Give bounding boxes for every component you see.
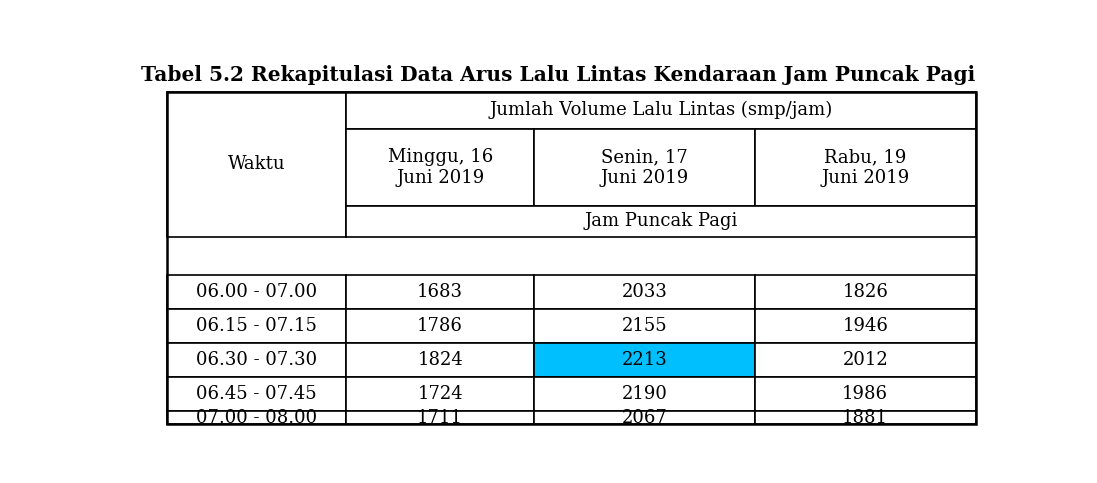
Text: 1724: 1724	[417, 384, 463, 403]
Bar	[347, 92, 975, 129]
Bar	[755, 129, 975, 206]
Text: 07.00 - 08.00: 07.00 - 08.00	[196, 409, 317, 426]
Bar	[347, 275, 534, 309]
Bar	[347, 129, 534, 206]
Text: 2012: 2012	[842, 351, 889, 369]
Text: 2033: 2033	[621, 283, 667, 301]
Text: Minggu, 16
Juni 2019: Minggu, 16 Juni 2019	[387, 148, 493, 187]
Text: 1826: 1826	[842, 283, 889, 301]
Text: 1946: 1946	[842, 317, 889, 335]
Text: 1881: 1881	[842, 409, 889, 426]
Text: 1786: 1786	[417, 317, 463, 335]
Bar	[347, 309, 534, 343]
Bar	[167, 92, 347, 237]
Text: 2213: 2213	[622, 351, 667, 369]
Text: 1986: 1986	[842, 384, 889, 403]
Bar	[755, 275, 975, 309]
Text: 2067: 2067	[622, 409, 667, 426]
Text: Senin, 17
Juni 2019: Senin, 17 Juni 2019	[600, 148, 689, 187]
Bar	[347, 377, 534, 411]
Bar	[534, 377, 755, 411]
Bar	[347, 411, 534, 425]
Bar	[755, 377, 975, 411]
Text: Tabel 5.2 Rekapitulasi Data Arus Lalu Lintas Kendaraan Jam Puncak Pagi: Tabel 5.2 Rekapitulasi Data Arus Lalu Li…	[142, 65, 975, 85]
Bar	[534, 343, 755, 377]
Bar	[167, 343, 347, 377]
Text: 06.00 - 07.00: 06.00 - 07.00	[196, 283, 317, 301]
Text: 1683: 1683	[417, 283, 463, 301]
Text: 06.15 - 07.15: 06.15 - 07.15	[196, 317, 317, 335]
Bar	[167, 309, 347, 343]
Text: Jumlah Volume Lalu Lintas (smp/jam): Jumlah Volume Lalu Lintas (smp/jam)	[489, 101, 833, 119]
Bar	[755, 411, 975, 425]
Text: 1711: 1711	[417, 409, 463, 426]
Text: 1824: 1824	[417, 351, 463, 369]
Text: 2190: 2190	[621, 384, 667, 403]
Text: Jam Puncak Pagi: Jam Puncak Pagi	[585, 212, 737, 230]
Bar	[347, 343, 534, 377]
Bar	[347, 206, 975, 237]
Bar	[167, 92, 975, 425]
Bar	[534, 411, 755, 425]
Bar	[167, 377, 347, 411]
Bar	[167, 275, 347, 309]
Bar	[534, 275, 755, 309]
Bar	[534, 309, 755, 343]
Text: 2155: 2155	[622, 317, 667, 335]
Bar	[755, 343, 975, 377]
Text: Rabu, 19
Juni 2019: Rabu, 19 Juni 2019	[822, 148, 909, 187]
Bar	[167, 411, 347, 425]
Bar	[755, 309, 975, 343]
Text: Waktu: Waktu	[228, 155, 285, 173]
Bar	[534, 129, 755, 206]
Text: 06.45 - 07.45: 06.45 - 07.45	[196, 384, 317, 403]
Text: 06.30 - 07.30: 06.30 - 07.30	[196, 351, 317, 369]
